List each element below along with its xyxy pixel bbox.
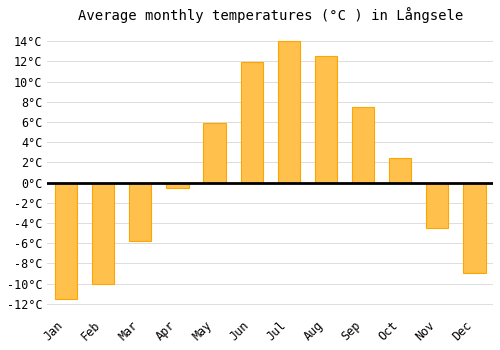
Bar: [315, 56, 337, 183]
Bar: [426, 183, 448, 228]
Title: Average monthly temperatures (°C ) in Långsele: Average monthly temperatures (°C ) in Lå…: [78, 7, 463, 23]
Bar: [389, 158, 411, 183]
Bar: [55, 183, 77, 299]
Bar: [129, 183, 152, 241]
Bar: [240, 62, 263, 183]
Bar: [92, 183, 114, 284]
Bar: [352, 107, 374, 183]
Bar: [278, 41, 300, 183]
Bar: [166, 183, 188, 188]
Bar: [464, 183, 485, 273]
Bar: [204, 123, 226, 183]
